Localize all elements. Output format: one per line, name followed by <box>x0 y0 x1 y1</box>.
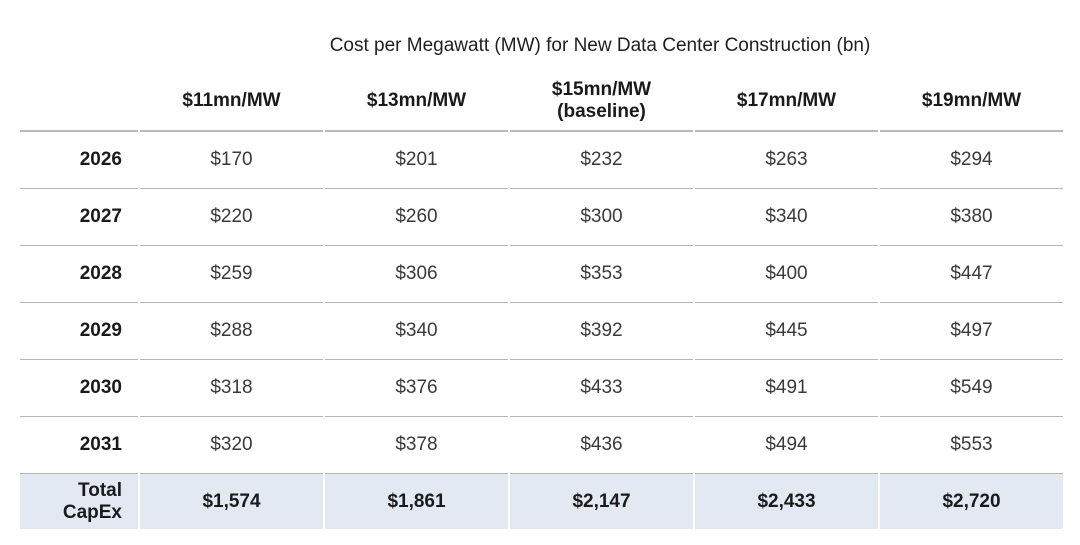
row-label: 2030 <box>20 360 138 417</box>
corner-cell <box>20 72 138 132</box>
row-label: 2027 <box>20 189 138 246</box>
table-cell: $400 <box>695 246 878 303</box>
column-header-line1: $19mn/MW <box>921 90 1022 111</box>
table-row-2030: 2030 $318 $376 $433 $491 $549 <box>20 360 1063 417</box>
total-label-line1: Total <box>78 479 122 501</box>
table-cell: $288 <box>140 303 323 360</box>
table-cell: $497 <box>880 303 1063 360</box>
table-row-2029: 2029 $288 $340 $392 $445 $497 <box>20 303 1063 360</box>
table-cell: $378 <box>325 417 508 474</box>
table-cell: $340 <box>325 303 508 360</box>
table-cell: $318 <box>140 360 323 417</box>
table-cell: $260 <box>325 189 508 246</box>
column-header-line1: $17mn/MW <box>736 90 837 111</box>
header-row: $11mn/MW $13mn/MW $15mn/MW (baseline) $1… <box>20 72 1063 132</box>
total-cell: $2,147 <box>510 474 693 529</box>
row-label: 2029 <box>20 303 138 360</box>
total-cell: $1,861 <box>325 474 508 529</box>
table-cell: $447 <box>880 246 1063 303</box>
table-cell: $436 <box>510 417 693 474</box>
table-cell: $220 <box>140 189 323 246</box>
column-header-line1: $11mn/MW <box>182 90 281 111</box>
table-row-2028: 2028 $259 $306 $353 $400 $447 <box>20 246 1063 303</box>
table-cell: $392 <box>510 303 693 360</box>
table-cell: $494 <box>695 417 878 474</box>
column-header-line1: $15mn/MW <box>551 79 652 100</box>
table-cell: $549 <box>880 360 1063 417</box>
table-cell: $170 <box>140 132 323 189</box>
column-header-13mn: $13mn/MW <box>325 72 508 132</box>
row-label: 2026 <box>20 132 138 189</box>
table-cell: $306 <box>325 246 508 303</box>
total-cell: $2,433 <box>695 474 878 529</box>
table-row-2026: 2026 $170 $201 $232 $263 $294 <box>20 132 1063 189</box>
capex-table: $11mn/MW $13mn/MW $15mn/MW (baseline) $1… <box>18 72 1065 529</box>
table-row-total-capex: Total CapEx $1,574 $1,861 $2,147 $2,433 … <box>20 474 1063 529</box>
table-cell: $553 <box>880 417 1063 474</box>
row-label: 2028 <box>20 246 138 303</box>
table-cell: $353 <box>510 246 693 303</box>
table-cell: $491 <box>695 360 878 417</box>
total-cell: $2,720 <box>880 474 1063 529</box>
total-row-label: Total CapEx <box>20 474 138 529</box>
table-cell: $380 <box>880 189 1063 246</box>
table-cell: $340 <box>695 189 878 246</box>
table-cell: $232 <box>510 132 693 189</box>
column-header-line2: (baseline) <box>557 101 646 122</box>
column-header-19mn: $19mn/MW <box>880 72 1063 132</box>
table-row-2027: 2027 $220 $260 $300 $340 $380 <box>20 189 1063 246</box>
row-label: 2031 <box>20 417 138 474</box>
table-cell: $433 <box>510 360 693 417</box>
table-cell: $294 <box>880 132 1063 189</box>
column-header-17mn: $17mn/MW <box>695 72 878 132</box>
column-header-15mn-baseline: $15mn/MW (baseline) <box>510 72 693 132</box>
table-cell: $259 <box>140 246 323 303</box>
column-header-line1: $13mn/MW <box>366 90 467 111</box>
column-header-11mn: $11mn/MW <box>140 72 323 132</box>
table-cell: $320 <box>140 417 323 474</box>
table-cell: $445 <box>695 303 878 360</box>
total-cell: $1,574 <box>140 474 323 529</box>
table-title: Cost per Megawatt (MW) for New Data Cent… <box>329 35 871 56</box>
table-row-2031: 2031 $320 $378 $436 $494 $553 <box>20 417 1063 474</box>
table-cell: $263 <box>695 132 878 189</box>
total-label-line2: CapEx <box>62 501 122 523</box>
table-cell: $300 <box>510 189 693 246</box>
table-cell: $376 <box>325 360 508 417</box>
table-cell: $201 <box>325 132 508 189</box>
